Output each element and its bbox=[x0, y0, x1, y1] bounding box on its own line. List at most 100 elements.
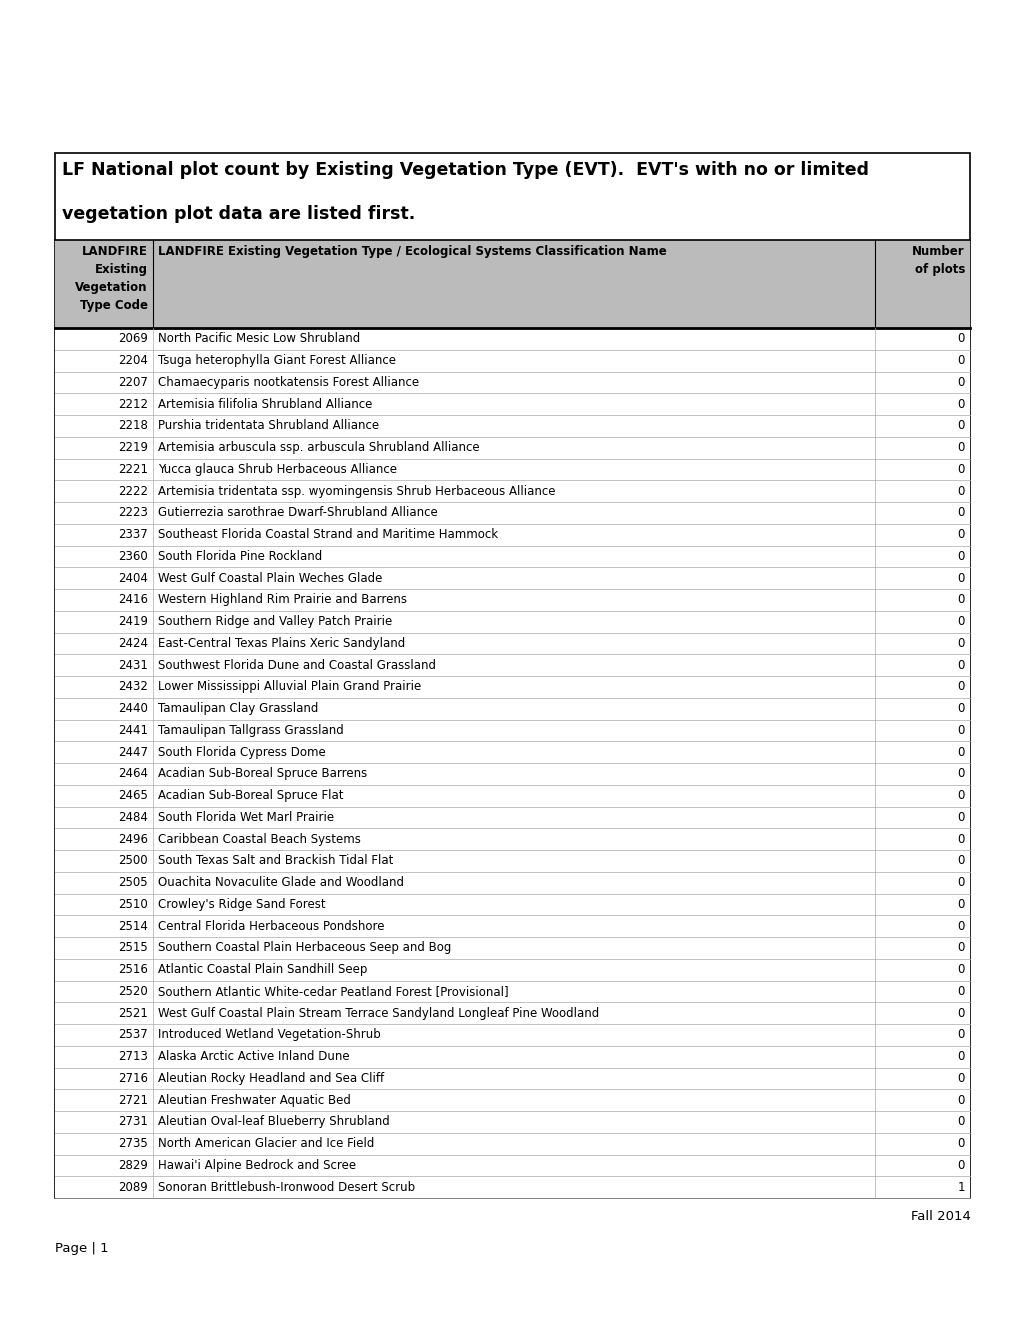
Text: 0: 0 bbox=[957, 420, 964, 433]
Bar bbox=[55, 458, 969, 480]
Bar bbox=[55, 437, 969, 458]
Text: 0: 0 bbox=[957, 920, 964, 933]
Text: Page | 1: Page | 1 bbox=[55, 1242, 108, 1255]
Text: North American Glacier and Ice Field: North American Glacier and Ice Field bbox=[158, 1137, 374, 1150]
Text: 0: 0 bbox=[957, 376, 964, 389]
Text: LANDFIRE
Existing
Vegetation
Type Code: LANDFIRE Existing Vegetation Type Code bbox=[75, 246, 148, 312]
Text: 0: 0 bbox=[957, 441, 964, 454]
Text: Number
of plots: Number of plots bbox=[911, 246, 964, 276]
Text: Artemisia filifolia Shrubland Alliance: Artemisia filifolia Shrubland Alliance bbox=[158, 397, 372, 411]
Text: 2731: 2731 bbox=[118, 1115, 148, 1129]
Text: 0: 0 bbox=[957, 1007, 964, 1019]
Bar bbox=[55, 1176, 969, 1199]
Text: 0: 0 bbox=[957, 746, 964, 759]
Text: 0: 0 bbox=[957, 985, 964, 998]
Bar bbox=[55, 719, 969, 742]
Text: 0: 0 bbox=[957, 615, 964, 628]
Text: Artemisia arbuscula ssp. arbuscula Shrubland Alliance: Artemisia arbuscula ssp. arbuscula Shrub… bbox=[158, 441, 479, 454]
Text: 2360: 2360 bbox=[118, 550, 148, 562]
Text: Southern Atlantic White-cedar Peatland Forest [Provisional]: Southern Atlantic White-cedar Peatland F… bbox=[158, 985, 508, 998]
Text: Tamaulipan Clay Grassland: Tamaulipan Clay Grassland bbox=[158, 702, 318, 715]
Text: 2432: 2432 bbox=[118, 680, 148, 693]
Text: 0: 0 bbox=[957, 1028, 964, 1041]
Text: 2222: 2222 bbox=[118, 484, 148, 498]
Text: Tamaulipan Tallgrass Grassland: Tamaulipan Tallgrass Grassland bbox=[158, 723, 343, 737]
Text: 2207: 2207 bbox=[118, 376, 148, 389]
Text: 2484: 2484 bbox=[118, 810, 148, 824]
Text: 0: 0 bbox=[957, 898, 964, 911]
Text: 2510: 2510 bbox=[118, 898, 148, 911]
Text: 0: 0 bbox=[957, 659, 964, 672]
Bar bbox=[55, 568, 969, 589]
Text: Hawai'i Alpine Bedrock and Scree: Hawai'i Alpine Bedrock and Scree bbox=[158, 1159, 356, 1172]
Bar bbox=[55, 937, 969, 958]
Text: Purshia tridentata Shrubland Alliance: Purshia tridentata Shrubland Alliance bbox=[158, 420, 379, 433]
Text: Ouachita Novaculite Glade and Woodland: Ouachita Novaculite Glade and Woodland bbox=[158, 876, 404, 890]
Text: 2424: 2424 bbox=[118, 636, 148, 649]
Text: 2716: 2716 bbox=[118, 1072, 148, 1085]
Text: Artemisia tridentata ssp. wyomingensis Shrub Herbaceous Alliance: Artemisia tridentata ssp. wyomingensis S… bbox=[158, 484, 555, 498]
Text: 2204: 2204 bbox=[118, 354, 148, 367]
Text: 2219: 2219 bbox=[118, 441, 148, 454]
Bar bbox=[55, 785, 969, 807]
Text: South Florida Pine Rockland: South Florida Pine Rockland bbox=[158, 550, 322, 562]
Text: Southwest Florida Dune and Coastal Grassland: Southwest Florida Dune and Coastal Grass… bbox=[158, 659, 435, 672]
Text: 0: 0 bbox=[957, 941, 964, 954]
Text: 2521: 2521 bbox=[118, 1007, 148, 1019]
Text: 1: 1 bbox=[957, 1180, 964, 1193]
Text: 0: 0 bbox=[957, 1094, 964, 1106]
Bar bbox=[55, 393, 969, 414]
Text: 0: 0 bbox=[957, 594, 964, 606]
Text: 2465: 2465 bbox=[118, 789, 148, 803]
Text: 2496: 2496 bbox=[118, 833, 148, 846]
Text: West Gulf Coastal Plain Stream Terrace Sandyland Longleaf Pine Woodland: West Gulf Coastal Plain Stream Terrace S… bbox=[158, 1007, 598, 1019]
Text: 2089: 2089 bbox=[118, 1180, 148, 1193]
Text: Tsuga heterophylla Giant Forest Alliance: Tsuga heterophylla Giant Forest Alliance bbox=[158, 354, 395, 367]
Text: 0: 0 bbox=[957, 1115, 964, 1129]
Text: 2713: 2713 bbox=[118, 1051, 148, 1063]
Text: Alaska Arctic Active Inland Dune: Alaska Arctic Active Inland Dune bbox=[158, 1051, 350, 1063]
Text: Aleutian Freshwater Aquatic Bed: Aleutian Freshwater Aquatic Bed bbox=[158, 1094, 351, 1106]
Text: 2441: 2441 bbox=[118, 723, 148, 737]
Text: East-Central Texas Plains Xeric Sandyland: East-Central Texas Plains Xeric Sandylan… bbox=[158, 636, 405, 649]
Bar bbox=[55, 1155, 969, 1176]
Text: 2721: 2721 bbox=[118, 1094, 148, 1106]
Text: 2069: 2069 bbox=[118, 333, 148, 346]
Text: 0: 0 bbox=[957, 876, 964, 890]
Text: Aleutian Rocky Headland and Sea Cliff: Aleutian Rocky Headland and Sea Cliff bbox=[158, 1072, 384, 1085]
Text: 2515: 2515 bbox=[118, 941, 148, 954]
Text: 0: 0 bbox=[957, 1159, 964, 1172]
Text: 2516: 2516 bbox=[118, 964, 148, 975]
Text: Fall 2014: Fall 2014 bbox=[910, 1210, 970, 1224]
Bar bbox=[55, 1002, 969, 1024]
Bar bbox=[55, 894, 969, 915]
Bar bbox=[55, 611, 969, 632]
Bar bbox=[55, 655, 969, 676]
Bar bbox=[55, 589, 969, 611]
Text: 2464: 2464 bbox=[118, 767, 148, 780]
Text: North Pacific Mesic Low Shrubland: North Pacific Mesic Low Shrubland bbox=[158, 333, 360, 346]
Text: 0: 0 bbox=[957, 680, 964, 693]
Bar bbox=[55, 1045, 969, 1068]
Text: 0: 0 bbox=[957, 636, 964, 649]
Text: South Florida Cypress Dome: South Florida Cypress Dome bbox=[158, 746, 325, 759]
Text: 0: 0 bbox=[957, 507, 964, 519]
Text: 2212: 2212 bbox=[118, 397, 148, 411]
Text: Acadian Sub-Boreal Spruce Flat: Acadian Sub-Boreal Spruce Flat bbox=[158, 789, 343, 803]
Text: LANDFIRE Existing Vegetation Type / Ecological Systems Classification Name: LANDFIRE Existing Vegetation Type / Ecol… bbox=[158, 246, 666, 257]
Text: Western Highland Rim Prairie and Barrens: Western Highland Rim Prairie and Barrens bbox=[158, 594, 407, 606]
Text: 2514: 2514 bbox=[118, 920, 148, 933]
Text: 0: 0 bbox=[957, 528, 964, 541]
Bar bbox=[55, 632, 969, 655]
Text: Lower Mississippi Alluvial Plain Grand Prairie: Lower Mississippi Alluvial Plain Grand P… bbox=[158, 680, 421, 693]
Text: 0: 0 bbox=[957, 1137, 964, 1150]
Bar bbox=[55, 807, 969, 828]
Text: Atlantic Coastal Plain Sandhill Seep: Atlantic Coastal Plain Sandhill Seep bbox=[158, 964, 367, 975]
Text: LF National plot count by Existing Vegetation Type (EVT).  EVT's with no or limi: LF National plot count by Existing Veget… bbox=[62, 161, 868, 180]
Text: Southern Coastal Plain Herbaceous Seep and Bog: Southern Coastal Plain Herbaceous Seep a… bbox=[158, 941, 450, 954]
Bar bbox=[55, 371, 969, 393]
Text: 2735: 2735 bbox=[118, 1137, 148, 1150]
Bar bbox=[55, 958, 969, 981]
Text: Southeast Florida Coastal Strand and Maritime Hammock: Southeast Florida Coastal Strand and Mar… bbox=[158, 528, 497, 541]
Text: 0: 0 bbox=[957, 810, 964, 824]
